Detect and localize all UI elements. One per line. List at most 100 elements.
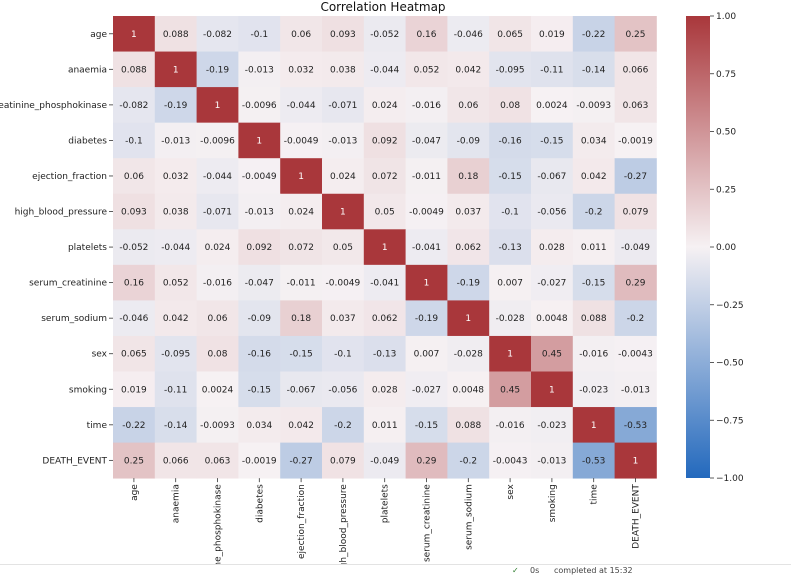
heatmap-cell xyxy=(196,51,239,88)
heatmap-cell xyxy=(363,87,406,124)
column-tick-label: age xyxy=(130,484,140,501)
heatmap-cell xyxy=(572,264,615,301)
cell-value-label: -0.19 xyxy=(164,101,188,111)
heatmap-cell xyxy=(154,229,197,266)
heatmap-cell xyxy=(614,193,657,230)
heatmap-cell xyxy=(405,300,448,337)
heatmap-cell xyxy=(363,51,406,88)
cell-value-label: 0.06 xyxy=(291,30,311,40)
heatmap-cell xyxy=(447,16,490,52)
heatmap-cell xyxy=(531,229,574,266)
cell-value-label: 1 xyxy=(549,385,555,395)
heatmap-cell xyxy=(363,122,406,159)
heatmap-cell xyxy=(614,442,657,479)
heatmap-cell xyxy=(447,229,490,266)
heatmap-cell xyxy=(405,87,448,124)
cell-value-label: 0.038 xyxy=(330,65,356,75)
cell-value-label: -0.082 xyxy=(203,30,232,40)
cell-value-label: -0.013 xyxy=(537,456,566,466)
cell-value-label: -0.1 xyxy=(501,208,519,218)
heatmap-cell xyxy=(322,193,365,230)
colorbar-tick-label: −0.25 xyxy=(716,301,744,311)
cell-value-label: -0.2 xyxy=(627,314,645,324)
heatmap-cell xyxy=(196,229,239,266)
cell-value-label: 0.038 xyxy=(163,208,189,218)
heatmap-cell xyxy=(322,229,365,266)
heatmap-cell xyxy=(447,371,490,408)
heatmap-cell xyxy=(280,264,323,301)
heatmap-cell xyxy=(405,193,448,230)
cell-value-label: -0.027 xyxy=(412,385,441,395)
heatmap-cell xyxy=(280,371,323,408)
heatmap-cell xyxy=(447,335,490,372)
heatmap-cell xyxy=(154,371,197,408)
column-tick-label: smoking xyxy=(548,484,558,522)
row-tick-label: DEATH_EVENT xyxy=(42,456,107,466)
cell-value-label: -0.049 xyxy=(370,456,399,466)
heatmap-cells xyxy=(113,16,657,479)
row-tick-label: smoking xyxy=(69,385,107,395)
heatmap-cell xyxy=(322,264,365,301)
cell-value-label: -0.0096 xyxy=(200,136,235,146)
heatmap-cell xyxy=(280,300,323,337)
heatmap-cell xyxy=(196,158,239,195)
cell-value-label: 0.007 xyxy=(497,279,523,289)
cell-value-label: 0.037 xyxy=(455,208,481,218)
cell-value-label: -0.016 xyxy=(412,101,441,111)
heatmap-cell xyxy=(405,264,448,301)
heatmap-cell xyxy=(322,158,365,195)
cell-value-label: -0.13 xyxy=(498,243,521,253)
heatmap-cell xyxy=(280,442,323,479)
cell-value-label: 0.0024 xyxy=(536,101,568,111)
cell-value-label: 0.019 xyxy=(121,385,147,395)
heatmap-cell xyxy=(154,300,197,337)
heatmap-cell xyxy=(572,16,615,52)
heatmap-cell xyxy=(531,51,574,88)
cell-value-label: -0.0043 xyxy=(493,456,528,466)
cell-value-label: 0.18 xyxy=(458,172,478,182)
cell-value-label: 0.079 xyxy=(330,456,356,466)
completion-time: completed at 15:32 xyxy=(554,566,633,575)
cell-value-label: 0.088 xyxy=(121,65,147,75)
cell-value-label: 0.0024 xyxy=(202,385,234,395)
cell-value-label: 0.29 xyxy=(625,279,645,289)
cell-value-label: -0.095 xyxy=(496,65,525,75)
cell-value-label: -0.19 xyxy=(206,65,230,75)
heatmap-cell xyxy=(196,442,239,479)
heatmap-cell xyxy=(531,300,574,337)
cell-value-label: 0.019 xyxy=(539,30,565,40)
heatmap-cell xyxy=(238,193,281,230)
heatmap-cell xyxy=(322,335,365,372)
heatmap-cell xyxy=(154,335,197,372)
heatmap-cell xyxy=(196,407,239,443)
cell-value-label: -0.041 xyxy=(412,243,441,253)
heatmap-cell xyxy=(322,407,365,443)
heatmap-cell xyxy=(238,51,281,88)
heatmap-cell xyxy=(405,51,448,88)
heatmap-cell xyxy=(447,51,490,88)
heatmap-cell xyxy=(113,264,156,301)
cell-value-label: 1 xyxy=(507,350,513,360)
column-tick-label: ejection_fraction xyxy=(297,484,307,559)
heatmap-cell xyxy=(196,335,239,372)
heatmap-cell xyxy=(572,442,615,479)
column-tick-label: diabetes xyxy=(255,484,265,523)
heatmap-cell xyxy=(238,122,281,159)
cell-value-label: -0.15 xyxy=(582,279,605,289)
correlation-heatmap: Correlation Heatmap 1 0.088 -0.082 -0.1 0.06… xyxy=(0,0,744,564)
heatmap-cell xyxy=(322,16,365,52)
heatmap-cell xyxy=(572,335,615,372)
cell-value-label: 0.032 xyxy=(288,65,314,75)
column-tick-label: creatinine_phosphokinase xyxy=(214,484,224,564)
cell-value-label: 1 xyxy=(633,456,639,466)
row-tick-labels: age anaemia creatinine_phosphokinasediabet… xyxy=(0,30,113,466)
heatmap-cell xyxy=(614,122,657,159)
heatmap-cell xyxy=(489,407,532,443)
cell-value-label: -0.15 xyxy=(498,172,521,182)
heatmap-cell xyxy=(614,87,657,124)
colorbar-tick-label: 0.25 xyxy=(716,185,736,195)
colorbar-tick-label: −1.00 xyxy=(716,474,744,484)
heatmap-cell xyxy=(405,16,448,52)
cell-value-label: 0.066 xyxy=(163,456,189,466)
cell-value-label: -0.056 xyxy=(537,208,566,218)
